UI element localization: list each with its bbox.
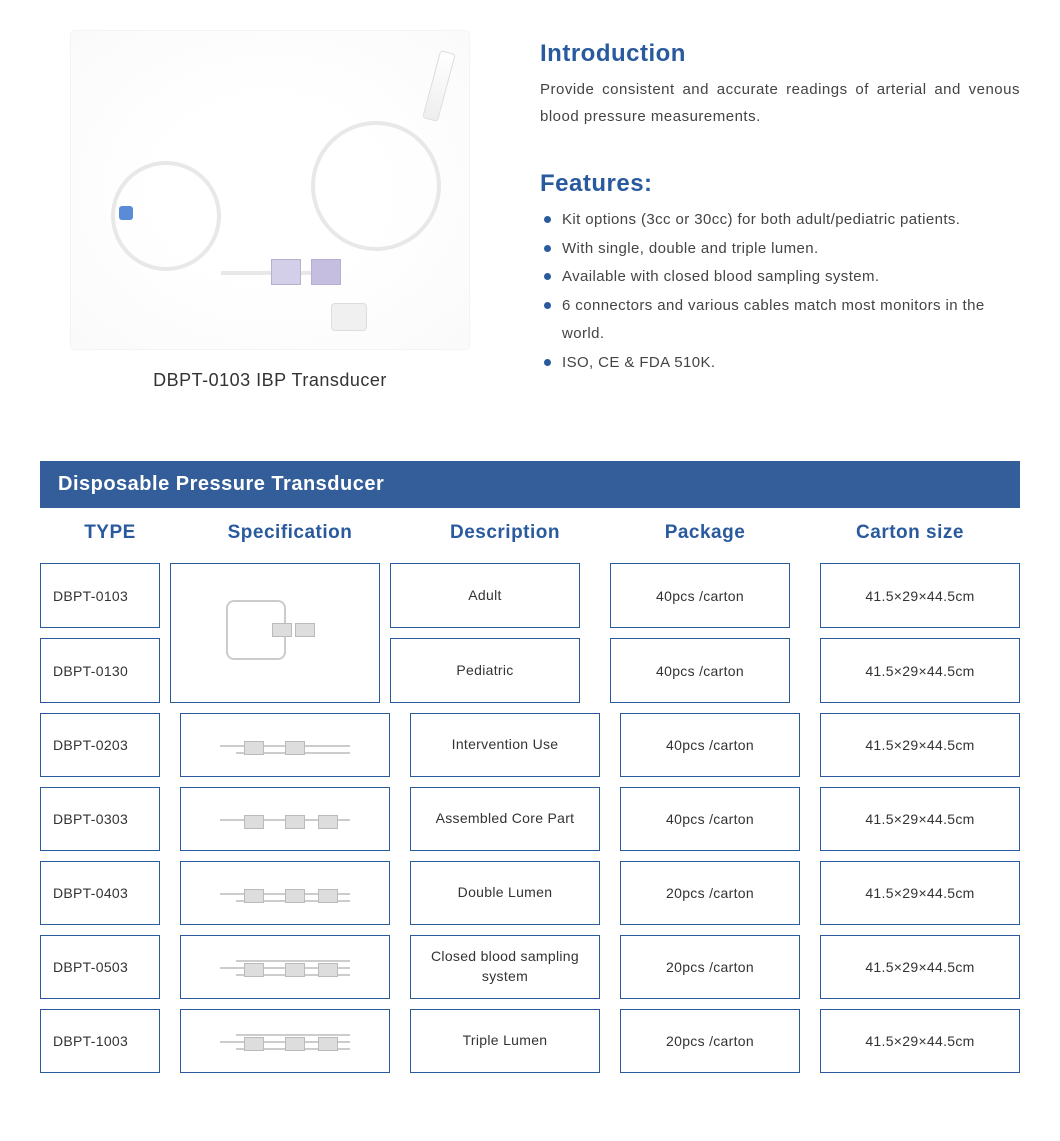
col-header-cart: Carton size <box>810 522 1010 544</box>
table-row: DBPT-0103 DBPT-0130 Adult 40pcs /carton … <box>40 563 1020 703</box>
cell-cart: 41.5×29×44.5cm <box>820 861 1020 925</box>
cell-cart: 41.5×29×44.5cm <box>820 713 1020 777</box>
column-headers: TYPE Specification Description Package C… <box>40 508 1020 563</box>
table-row: DBPT-0203 Intervention Use 40pcs /carton… <box>40 713 1020 777</box>
col-header-type: TYPE <box>50 522 170 544</box>
col-header-desc: Description <box>410 522 600 544</box>
cell-pack: 40pcs /carton <box>610 638 790 703</box>
cell-pack: 40pcs /carton <box>620 713 800 777</box>
info-block: Introduction Provide consistent and accu… <box>540 30 1020 391</box>
table-row: DBPT-0303 Assembled Core Part 40pcs /car… <box>40 787 1020 851</box>
cell-desc: Double Lumen <box>410 861 600 925</box>
cell-cart: 41.5×29×44.5cm <box>820 787 1020 851</box>
cell-spec <box>180 787 390 851</box>
cell-spec <box>180 935 390 999</box>
features-title: Features: <box>540 170 1020 198</box>
cell-desc: Adult <box>390 563 580 628</box>
product-image <box>70 30 470 350</box>
schematic-icon <box>203 727 366 763</box>
schematic-icon <box>203 1023 366 1059</box>
cell-type: DBPT-0303 <box>40 787 160 851</box>
cell-type: DBPT-0203 <box>40 713 160 777</box>
cell-type: DBPT-0503 <box>40 935 160 999</box>
cell-cart: 41.5×29×44.5cm <box>820 1009 1020 1073</box>
feature-item: Available with closed blood sampling sys… <box>544 263 1020 292</box>
cell-desc: Triple Lumen <box>410 1009 600 1073</box>
feature-item: ISO, CE & FDA 510K. <box>544 349 1020 378</box>
col-header-pack: Package <box>615 522 795 544</box>
intro-title: Introduction <box>540 40 1020 68</box>
table-row: DBPT-1003 Triple Lumen 20pcs /carton 41.… <box>40 1009 1020 1073</box>
table-rows: DBPT-0103 DBPT-0130 Adult 40pcs /carton … <box>40 563 1020 1073</box>
cell-cart: 41.5×29×44.5cm <box>820 638 1020 703</box>
cell-type: DBPT-0403 <box>40 861 160 925</box>
table-row: DBPT-0403 Double Lumen 20pcs /carton 41.… <box>40 861 1020 925</box>
cell-cart: 41.5×29×44.5cm <box>820 935 1020 999</box>
cell-desc: Assembled Core Part <box>410 787 600 851</box>
schematic-icon <box>193 588 356 678</box>
product-caption: DBPT-0103 IBP Transducer <box>153 370 387 391</box>
cell-type: DBPT-1003 <box>40 1009 160 1073</box>
product-image-block: DBPT-0103 IBP Transducer <box>40 30 500 391</box>
cell-pack: 20pcs /carton <box>620 861 800 925</box>
feature-item: With single, double and triple lumen. <box>544 235 1020 264</box>
right-stack: Adult 40pcs /carton 41.5×29×44.5cm Pedia… <box>390 563 1020 703</box>
cell-desc: Closed blood sampling system <box>410 935 600 999</box>
cell-pack: 40pcs /carton <box>610 563 790 628</box>
top-section: DBPT-0103 IBP Transducer Introduction Pr… <box>40 30 1020 391</box>
cell-desc: Intervention Use <box>410 713 600 777</box>
schematic-icon <box>203 801 366 837</box>
table-row: DBPT-0503 Closed blood sampling system 2… <box>40 935 1020 999</box>
cell-type: DBPT-0130 <box>40 638 160 703</box>
cell-spec <box>170 563 380 703</box>
cell-pack: 40pcs /carton <box>620 787 800 851</box>
col-header-spec: Specification <box>185 522 395 544</box>
intro-text: Provide consistent and accurate readings… <box>540 76 1020 130</box>
features-list: Kit options (3cc or 30cc) for both adult… <box>540 206 1020 377</box>
cell-spec <box>180 861 390 925</box>
cell-spec <box>180 713 390 777</box>
feature-item: Kit options (3cc or 30cc) for both adult… <box>544 206 1020 235</box>
cell-cart: 41.5×29×44.5cm <box>820 563 1020 628</box>
type-stack: DBPT-0103 DBPT-0130 <box>40 563 160 703</box>
cell-pack: 20pcs /carton <box>620 1009 800 1073</box>
schematic-icon <box>203 875 366 911</box>
feature-item: 6 connectors and various cables match mo… <box>544 292 1020 349</box>
schematic-icon <box>203 949 366 985</box>
cell-type: DBPT-0103 <box>40 563 160 628</box>
table-title-bar: Disposable Pressure Transducer <box>40 461 1020 508</box>
cell-spec <box>180 1009 390 1073</box>
cell-desc: Pediatric <box>390 638 580 703</box>
cell-pack: 20pcs /carton <box>620 935 800 999</box>
